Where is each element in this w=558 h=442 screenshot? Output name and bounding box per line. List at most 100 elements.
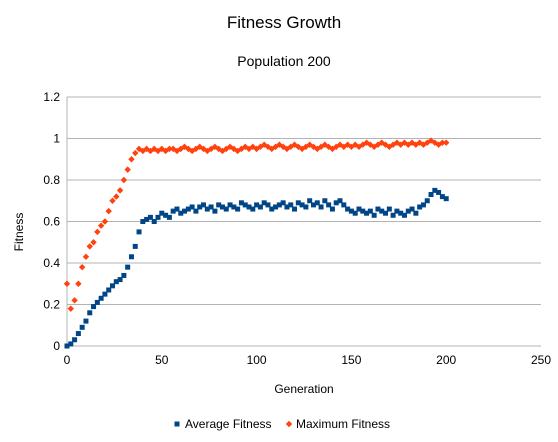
data-point <box>375 206 381 212</box>
data-point <box>273 204 279 210</box>
data-point <box>75 280 82 287</box>
data-point <box>178 210 184 216</box>
data-point <box>288 202 294 208</box>
y-tick-label: 0 <box>53 339 60 353</box>
data-point <box>413 210 419 216</box>
data-point <box>193 208 199 214</box>
legend-label: Average Fitness <box>185 417 272 431</box>
data-point <box>135 145 143 153</box>
data-point <box>329 145 336 153</box>
data-point <box>116 187 124 194</box>
data-point <box>72 337 78 343</box>
data-point <box>401 212 407 218</box>
data-point <box>136 229 142 235</box>
data-point <box>90 239 97 246</box>
data-point <box>177 145 184 153</box>
data-point <box>386 206 392 212</box>
data-point <box>250 206 256 212</box>
data-point <box>341 202 347 208</box>
x-tick-label: 100 <box>247 353 267 367</box>
data-point <box>390 212 396 218</box>
data-point <box>307 198 313 204</box>
data-point <box>356 206 362 212</box>
data-point <box>292 206 298 212</box>
data-point <box>117 277 123 283</box>
x-tick-label: 200 <box>436 353 456 367</box>
data-point <box>246 204 252 210</box>
x-tick-label: 50 <box>155 353 169 367</box>
data-point <box>182 208 188 214</box>
data-point <box>82 253 90 260</box>
data-point <box>439 194 445 200</box>
data-point <box>322 198 328 204</box>
data-point <box>216 202 222 208</box>
data-point <box>276 202 282 208</box>
data-point <box>223 206 229 212</box>
data-point <box>212 208 218 214</box>
data-point <box>83 318 89 324</box>
data-point <box>409 206 415 212</box>
data-point <box>314 200 320 206</box>
data-point <box>360 208 366 214</box>
data-point <box>151 145 158 153</box>
data-point <box>163 212 169 218</box>
series-average-fitness <box>64 187 449 349</box>
data-point <box>439 139 446 146</box>
data-point <box>436 189 442 195</box>
y-tick-labels: 0 0.2 0.4 0.6 0.8 1 1.2 <box>43 90 60 353</box>
data-point <box>326 202 332 208</box>
data-point <box>443 139 450 146</box>
data-point <box>113 279 119 285</box>
data-point <box>140 219 146 224</box>
x-tick-label: 0 <box>64 353 71 367</box>
data-point <box>151 219 157 224</box>
data-point <box>227 202 233 208</box>
data-point <box>443 196 449 202</box>
data-point <box>197 204 203 210</box>
data-point <box>242 202 248 208</box>
data-point <box>132 149 139 157</box>
data-point <box>78 263 86 271</box>
data-point <box>394 208 400 214</box>
legend-marker <box>285 420 293 428</box>
y-tick-label: 1 <box>53 132 60 146</box>
data-point <box>120 176 128 184</box>
data-point <box>238 200 244 206</box>
data-point <box>155 214 161 220</box>
data-point <box>67 305 74 312</box>
data-point <box>284 204 290 210</box>
data-point <box>367 208 373 214</box>
data-point <box>169 145 177 153</box>
axes <box>66 97 541 347</box>
data-point <box>71 297 78 304</box>
data-point <box>189 204 195 210</box>
x-tick-labels: 0 50 100 150 200 250 <box>64 353 552 367</box>
data-point <box>337 198 343 204</box>
data-point <box>383 210 389 216</box>
data-point <box>428 192 434 198</box>
data-point <box>352 210 358 216</box>
data-points <box>63 137 450 349</box>
data-point <box>113 193 120 200</box>
legend-maximum-fitness: Maximum Fitness <box>285 417 390 431</box>
data-point <box>102 291 108 297</box>
y-tick-label: 0.2 <box>43 298 60 312</box>
data-point <box>424 198 430 204</box>
data-point <box>200 145 207 153</box>
data-point <box>94 228 101 236</box>
data-point <box>86 243 93 250</box>
data-point <box>201 202 207 208</box>
data-point <box>265 202 271 208</box>
data-point <box>75 331 81 337</box>
data-point <box>144 216 150 222</box>
data-point <box>345 206 351 212</box>
data-point <box>348 208 354 214</box>
data-point <box>109 197 116 204</box>
data-point <box>371 212 377 218</box>
data-point <box>310 202 316 208</box>
data-point <box>170 208 176 214</box>
data-point <box>329 206 335 212</box>
data-point <box>204 206 210 212</box>
data-point <box>132 243 138 249</box>
